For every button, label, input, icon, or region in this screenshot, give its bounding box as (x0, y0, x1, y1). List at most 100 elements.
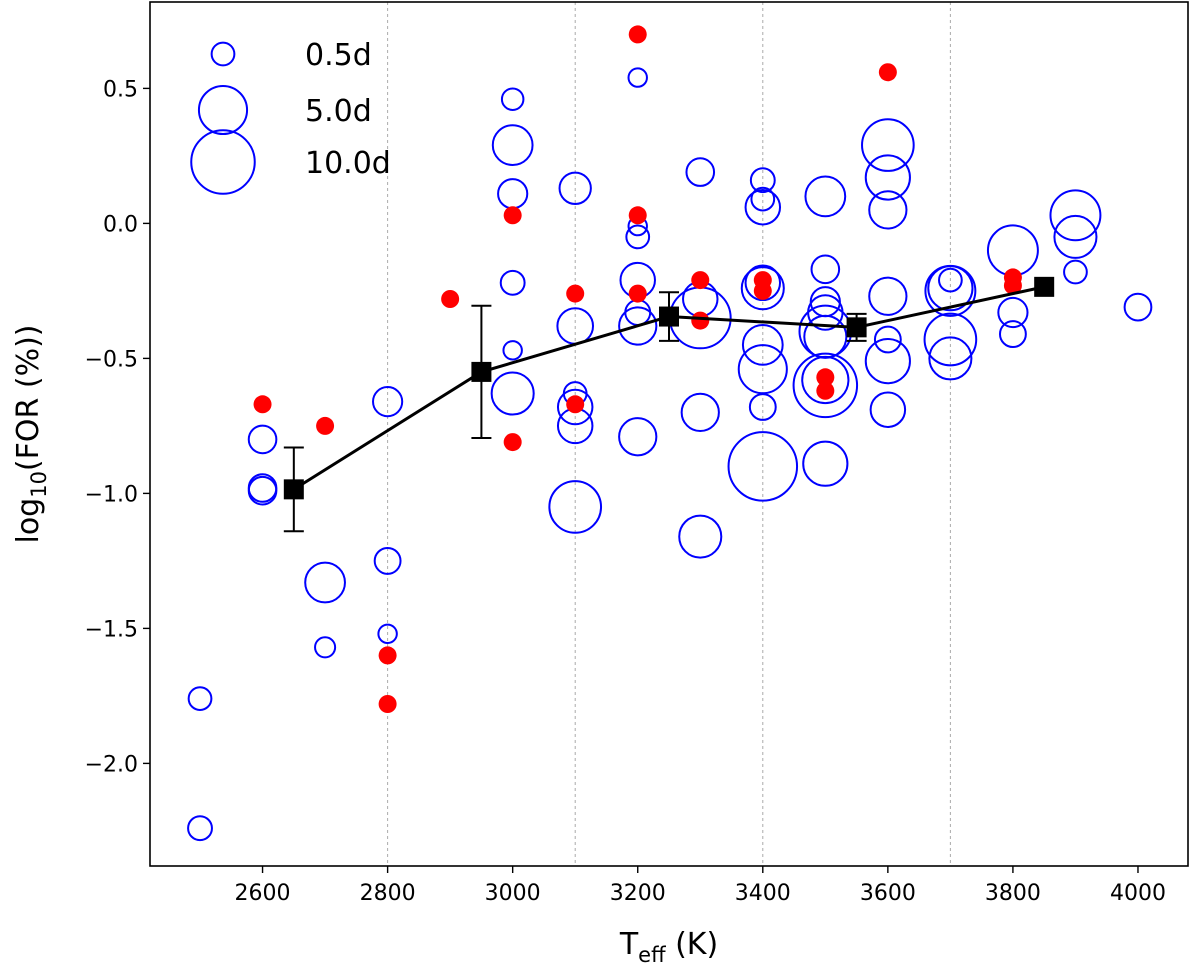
open-point (491, 124, 534, 166)
open-point (748, 393, 777, 421)
open-point (998, 320, 1027, 349)
x-tick-label: 2600 (235, 881, 291, 906)
open-point (548, 480, 603, 534)
y-axis-label-sub: 10 (27, 471, 51, 498)
open-point (868, 190, 908, 230)
filled-point (378, 695, 397, 713)
x-tick-label: 3200 (610, 881, 666, 906)
filled-point (753, 281, 772, 300)
open-point (558, 171, 592, 205)
legend-marker-0.5d (210, 41, 236, 67)
open-point (873, 325, 902, 354)
filled-point (816, 381, 835, 400)
y-axis-label: log10(FOR (%)) (11, 324, 51, 543)
open-point (372, 386, 404, 418)
x-tick-label: 3600 (860, 881, 916, 906)
y-axis-label-pre: log (11, 498, 46, 544)
open-point (928, 336, 973, 381)
y-tick-label: 0.5 (103, 77, 138, 102)
filled-point (503, 433, 522, 452)
open-circle-series (187, 67, 1153, 842)
open-point (744, 188, 782, 226)
x-axis-ticks: 2600 2800 3000 3200 3400 3600 3800 4000 (235, 866, 1166, 906)
open-point (618, 417, 658, 457)
y-tick-label: 0.0 (103, 212, 138, 237)
open-point (861, 118, 915, 172)
legend-label: 0.5d (305, 38, 372, 73)
filled-point-series (253, 25, 1022, 713)
open-point (1063, 259, 1088, 285)
open-point (869, 391, 907, 428)
open-point (801, 355, 850, 405)
x-tick-label: 2800 (360, 881, 416, 906)
x-axis-label-unit: (K) (666, 927, 719, 962)
x-axis-label: Teff (K) (619, 927, 718, 967)
open-point (810, 254, 841, 285)
open-point (804, 175, 847, 218)
filled-point (253, 395, 272, 414)
open-point (247, 424, 278, 455)
filled-point (691, 271, 710, 290)
binned-mean-point (846, 317, 867, 338)
filled-point (441, 290, 460, 308)
open-point (750, 186, 776, 212)
open-point (864, 338, 911, 385)
open-point (490, 371, 535, 416)
open-point (744, 264, 782, 302)
open-point (792, 352, 859, 419)
open-point (373, 546, 402, 575)
open-point (187, 815, 213, 842)
open-point (625, 224, 651, 250)
open-point (247, 475, 278, 506)
filled-point (628, 284, 647, 303)
open-point (502, 340, 523, 361)
open-point (741, 324, 784, 366)
binned-mean-point (1034, 276, 1055, 297)
plot-frame (149, 1, 1189, 867)
open-point (1049, 189, 1102, 242)
open-point (1053, 214, 1098, 259)
binned-mean-point (471, 361, 492, 382)
open-point (923, 312, 978, 367)
open-point (678, 514, 723, 559)
open-point (740, 266, 785, 311)
open-point (864, 154, 911, 201)
open-point (618, 306, 658, 346)
filled-point (1003, 276, 1022, 295)
filled-point (503, 206, 522, 225)
filled-point (628, 25, 647, 44)
open-point (1123, 292, 1153, 322)
filled-point (816, 368, 835, 387)
open-point (938, 267, 963, 293)
x-tick-label: 3400 (735, 881, 791, 906)
y-tick-label: −0.5 (85, 347, 138, 372)
open-point (680, 392, 720, 433)
open-point (924, 264, 977, 317)
x-axis-label-sub: eff (638, 943, 666, 967)
y-axis-label-post: (FOR (%)) (11, 324, 46, 471)
binned-mean-point (659, 306, 679, 327)
open-point (187, 686, 213, 711)
legend-label: 10.0d (305, 146, 391, 181)
y-tick-label: −1.5 (85, 617, 138, 642)
filled-point (628, 206, 647, 225)
legend-marker-10.0d (190, 129, 256, 195)
open-point (377, 623, 398, 645)
open-point (500, 87, 525, 111)
open-point (304, 561, 346, 604)
filled-point (691, 311, 710, 330)
open-point (556, 388, 594, 426)
filled-point (316, 416, 335, 435)
filled-point (378, 646, 397, 665)
legend: 0.5d 5.0d 10.0d (190, 38, 391, 195)
open-point (997, 296, 1029, 329)
open-point (868, 276, 908, 316)
binned-mean-series (283, 276, 1055, 533)
y-tick-label: −2.0 (85, 752, 138, 777)
legend-marker-5.0d (197, 84, 249, 136)
binned-mean-point (283, 479, 304, 500)
legend-label: 5.0d (305, 94, 372, 129)
open-point (314, 636, 337, 659)
